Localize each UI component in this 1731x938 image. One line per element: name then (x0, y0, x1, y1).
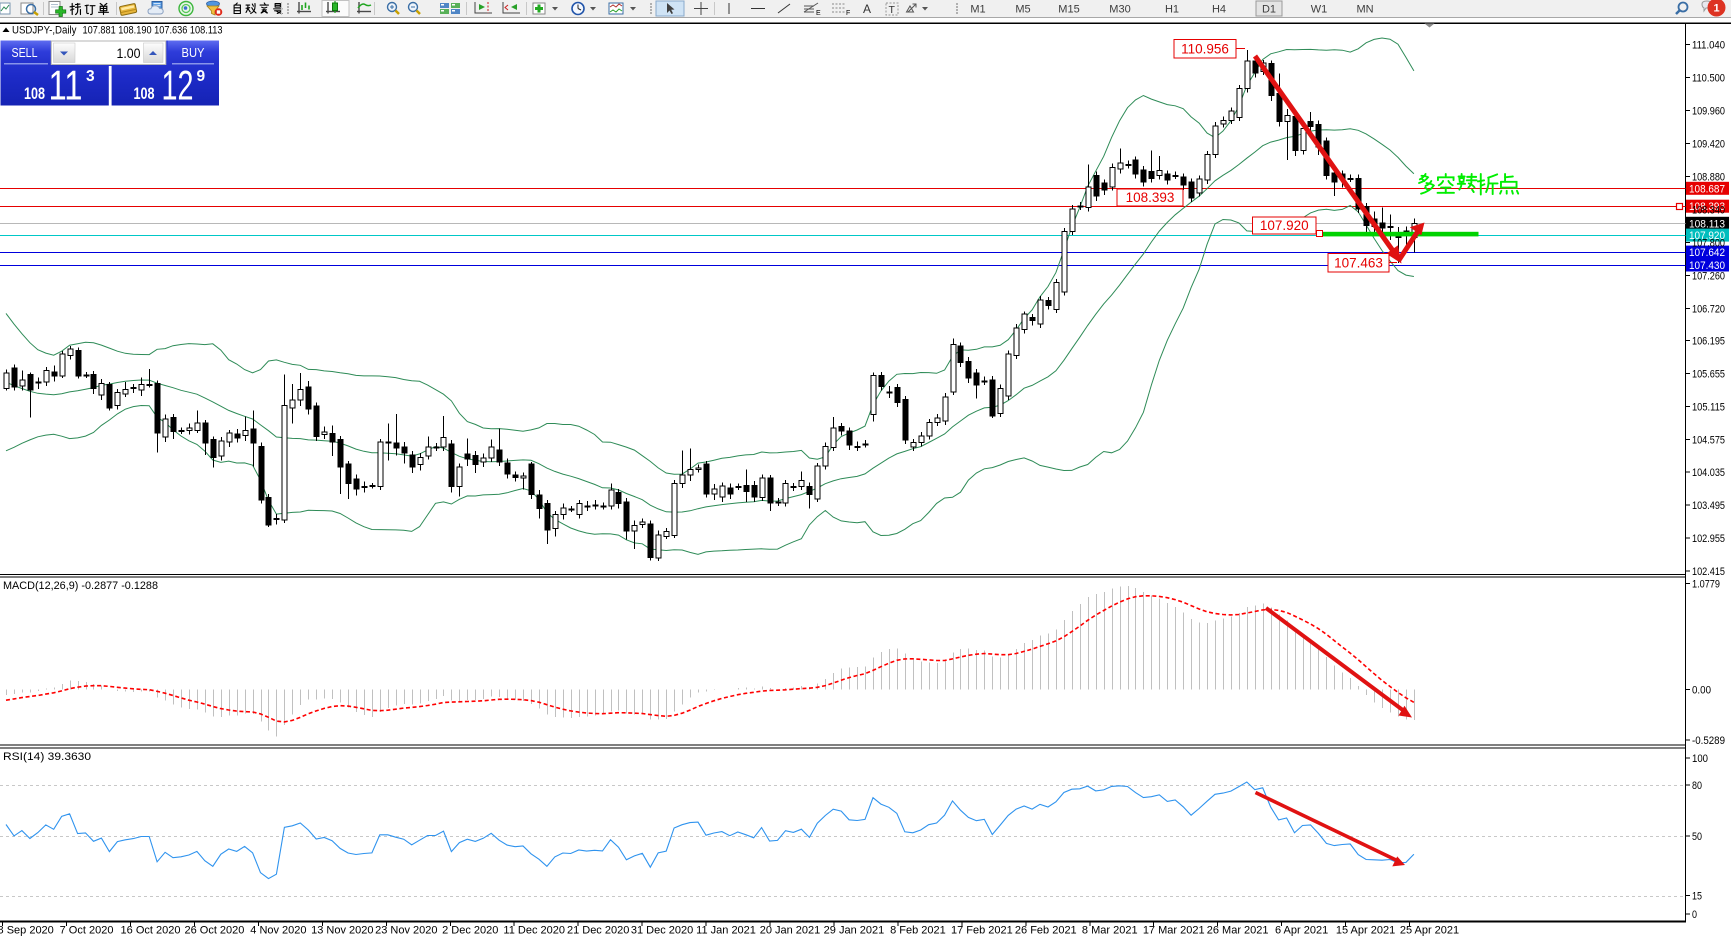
svg-text:M30: M30 (1109, 4, 1130, 16)
svg-text:MACD(12,26,9) -0.2877 -0.1288: MACD(12,26,9) -0.2877 -0.1288 (3, 580, 158, 592)
svg-text:111.040: 111.040 (1692, 40, 1725, 52)
svg-text:8 Feb 2021: 8 Feb 2021 (890, 925, 946, 937)
svg-text:110.956: 110.956 (1181, 41, 1229, 56)
svg-text:9: 9 (197, 68, 206, 85)
svg-text:107.430: 107.430 (1689, 260, 1725, 272)
svg-text:3: 3 (86, 68, 95, 85)
svg-text:M15: M15 (1058, 4, 1079, 16)
svg-text:A: A (863, 2, 871, 16)
svg-text:H1: H1 (1165, 4, 1179, 16)
svg-text:0: 0 (1692, 909, 1697, 921)
svg-text:17 Feb 2021: 17 Feb 2021 (951, 925, 1013, 937)
svg-text:108.687: 108.687 (1689, 183, 1725, 195)
svg-text:100: 100 (1692, 753, 1708, 765)
svg-text:SELL: SELL (12, 46, 38, 60)
svg-text:0.00: 0.00 (1692, 684, 1711, 696)
svg-text:109.420: 109.420 (1692, 139, 1725, 151)
svg-text:13 Nov 2020: 13 Nov 2020 (311, 925, 373, 937)
svg-text:M5: M5 (1015, 4, 1030, 16)
svg-text:1.00: 1.00 (117, 46, 141, 61)
svg-text:2 Dec 2020: 2 Dec 2020 (442, 925, 498, 937)
svg-text:26 Oct 2020: 26 Oct 2020 (184, 925, 244, 937)
svg-text:108.880: 108.880 (1692, 172, 1725, 184)
svg-text:105.655: 105.655 (1692, 368, 1725, 380)
svg-text:108.393: 108.393 (1689, 201, 1725, 213)
svg-text:6 Apr 2021: 6 Apr 2021 (1275, 925, 1328, 937)
svg-text:15 Apr 2021: 15 Apr 2021 (1336, 925, 1395, 937)
svg-text:26 Feb 2021: 26 Feb 2021 (1015, 925, 1077, 937)
svg-text:106.195: 106.195 (1692, 335, 1725, 347)
svg-text:H4: H4 (1212, 4, 1226, 16)
svg-text:F: F (846, 10, 850, 17)
svg-text:11 Jan 2021: 11 Jan 2021 (696, 925, 756, 937)
svg-text:4 Nov 2020: 4 Nov 2020 (250, 925, 306, 937)
svg-text:17 Mar 2021: 17 Mar 2021 (1143, 925, 1205, 937)
svg-text:-0.5289: -0.5289 (1692, 735, 1725, 747)
svg-text:102.955: 102.955 (1692, 533, 1725, 545)
svg-text:BUY: BUY (182, 46, 206, 60)
svg-text:1.0779: 1.0779 (1692, 579, 1720, 591)
svg-text:15: 15 (1692, 891, 1702, 903)
svg-text:E: E (816, 10, 821, 17)
svg-text:106.720: 106.720 (1692, 303, 1725, 315)
svg-text:26 Mar 2021: 26 Mar 2021 (1207, 925, 1269, 937)
svg-text:108.340: 108.340 (1692, 205, 1725, 217)
svg-text:12: 12 (162, 62, 194, 109)
svg-text:23 Nov 2020: 23 Nov 2020 (375, 925, 437, 937)
svg-text:104.575: 104.575 (1692, 434, 1725, 446)
svg-text:107.800: 107.800 (1692, 237, 1725, 249)
svg-text:MN: MN (1356, 4, 1373, 16)
svg-text:1: 1 (1713, 3, 1719, 15)
svg-text:108: 108 (134, 85, 155, 103)
svg-text:107.920: 107.920 (1260, 218, 1309, 233)
svg-text:11: 11 (49, 62, 83, 109)
svg-text:107.463: 107.463 (1334, 255, 1383, 270)
svg-text:8 Mar 2021: 8 Mar 2021 (1082, 925, 1138, 937)
svg-text:108.393: 108.393 (1126, 190, 1175, 205)
svg-text:103.495: 103.495 (1692, 500, 1725, 512)
svg-text:80: 80 (1692, 780, 1702, 792)
svg-text:31 Dec 2020: 31 Dec 2020 (631, 925, 693, 937)
svg-text:50: 50 (1692, 831, 1702, 843)
svg-text:RSI(14) 39.3630: RSI(14) 39.3630 (3, 751, 91, 763)
svg-text:T: T (889, 4, 896, 16)
svg-text:11 Dec 2020: 11 Dec 2020 (503, 925, 565, 937)
svg-text:29 Jan 2021: 29 Jan 2021 (824, 925, 885, 937)
svg-text:W1: W1 (1311, 4, 1328, 16)
svg-text:108: 108 (24, 85, 45, 103)
svg-text:D1: D1 (1262, 4, 1276, 16)
svg-text:M1: M1 (970, 4, 985, 16)
svg-text:109.960: 109.960 (1692, 106, 1725, 118)
svg-text:108.113: 108.113 (1689, 218, 1725, 230)
svg-text:104.035: 104.035 (1692, 467, 1725, 479)
svg-text:USDJPY-,Daily: USDJPY-,Daily (12, 25, 77, 37)
svg-text:20 Jan 2021: 20 Jan 2021 (760, 925, 821, 937)
svg-text:21 Dec 2020: 21 Dec 2020 (567, 925, 629, 937)
svg-text:110.500: 110.500 (1692, 73, 1725, 85)
svg-text:28 Sep 2020: 28 Sep 2020 (0, 925, 54, 937)
svg-text:25 Apr 2021: 25 Apr 2021 (1400, 925, 1459, 937)
svg-text:105.115: 105.115 (1692, 401, 1725, 413)
svg-text:107.642: 107.642 (1689, 247, 1725, 259)
svg-text:102.415: 102.415 (1692, 566, 1725, 578)
svg-text:107.260: 107.260 (1692, 270, 1725, 282)
svg-text:107.881 108.190 107.636 108.11: 107.881 108.190 107.636 108.113 (83, 25, 223, 37)
svg-text:7 Oct 2020: 7 Oct 2020 (60, 925, 114, 937)
svg-text:16 Oct 2020: 16 Oct 2020 (121, 925, 181, 937)
svg-text:107.920: 107.920 (1689, 230, 1725, 242)
